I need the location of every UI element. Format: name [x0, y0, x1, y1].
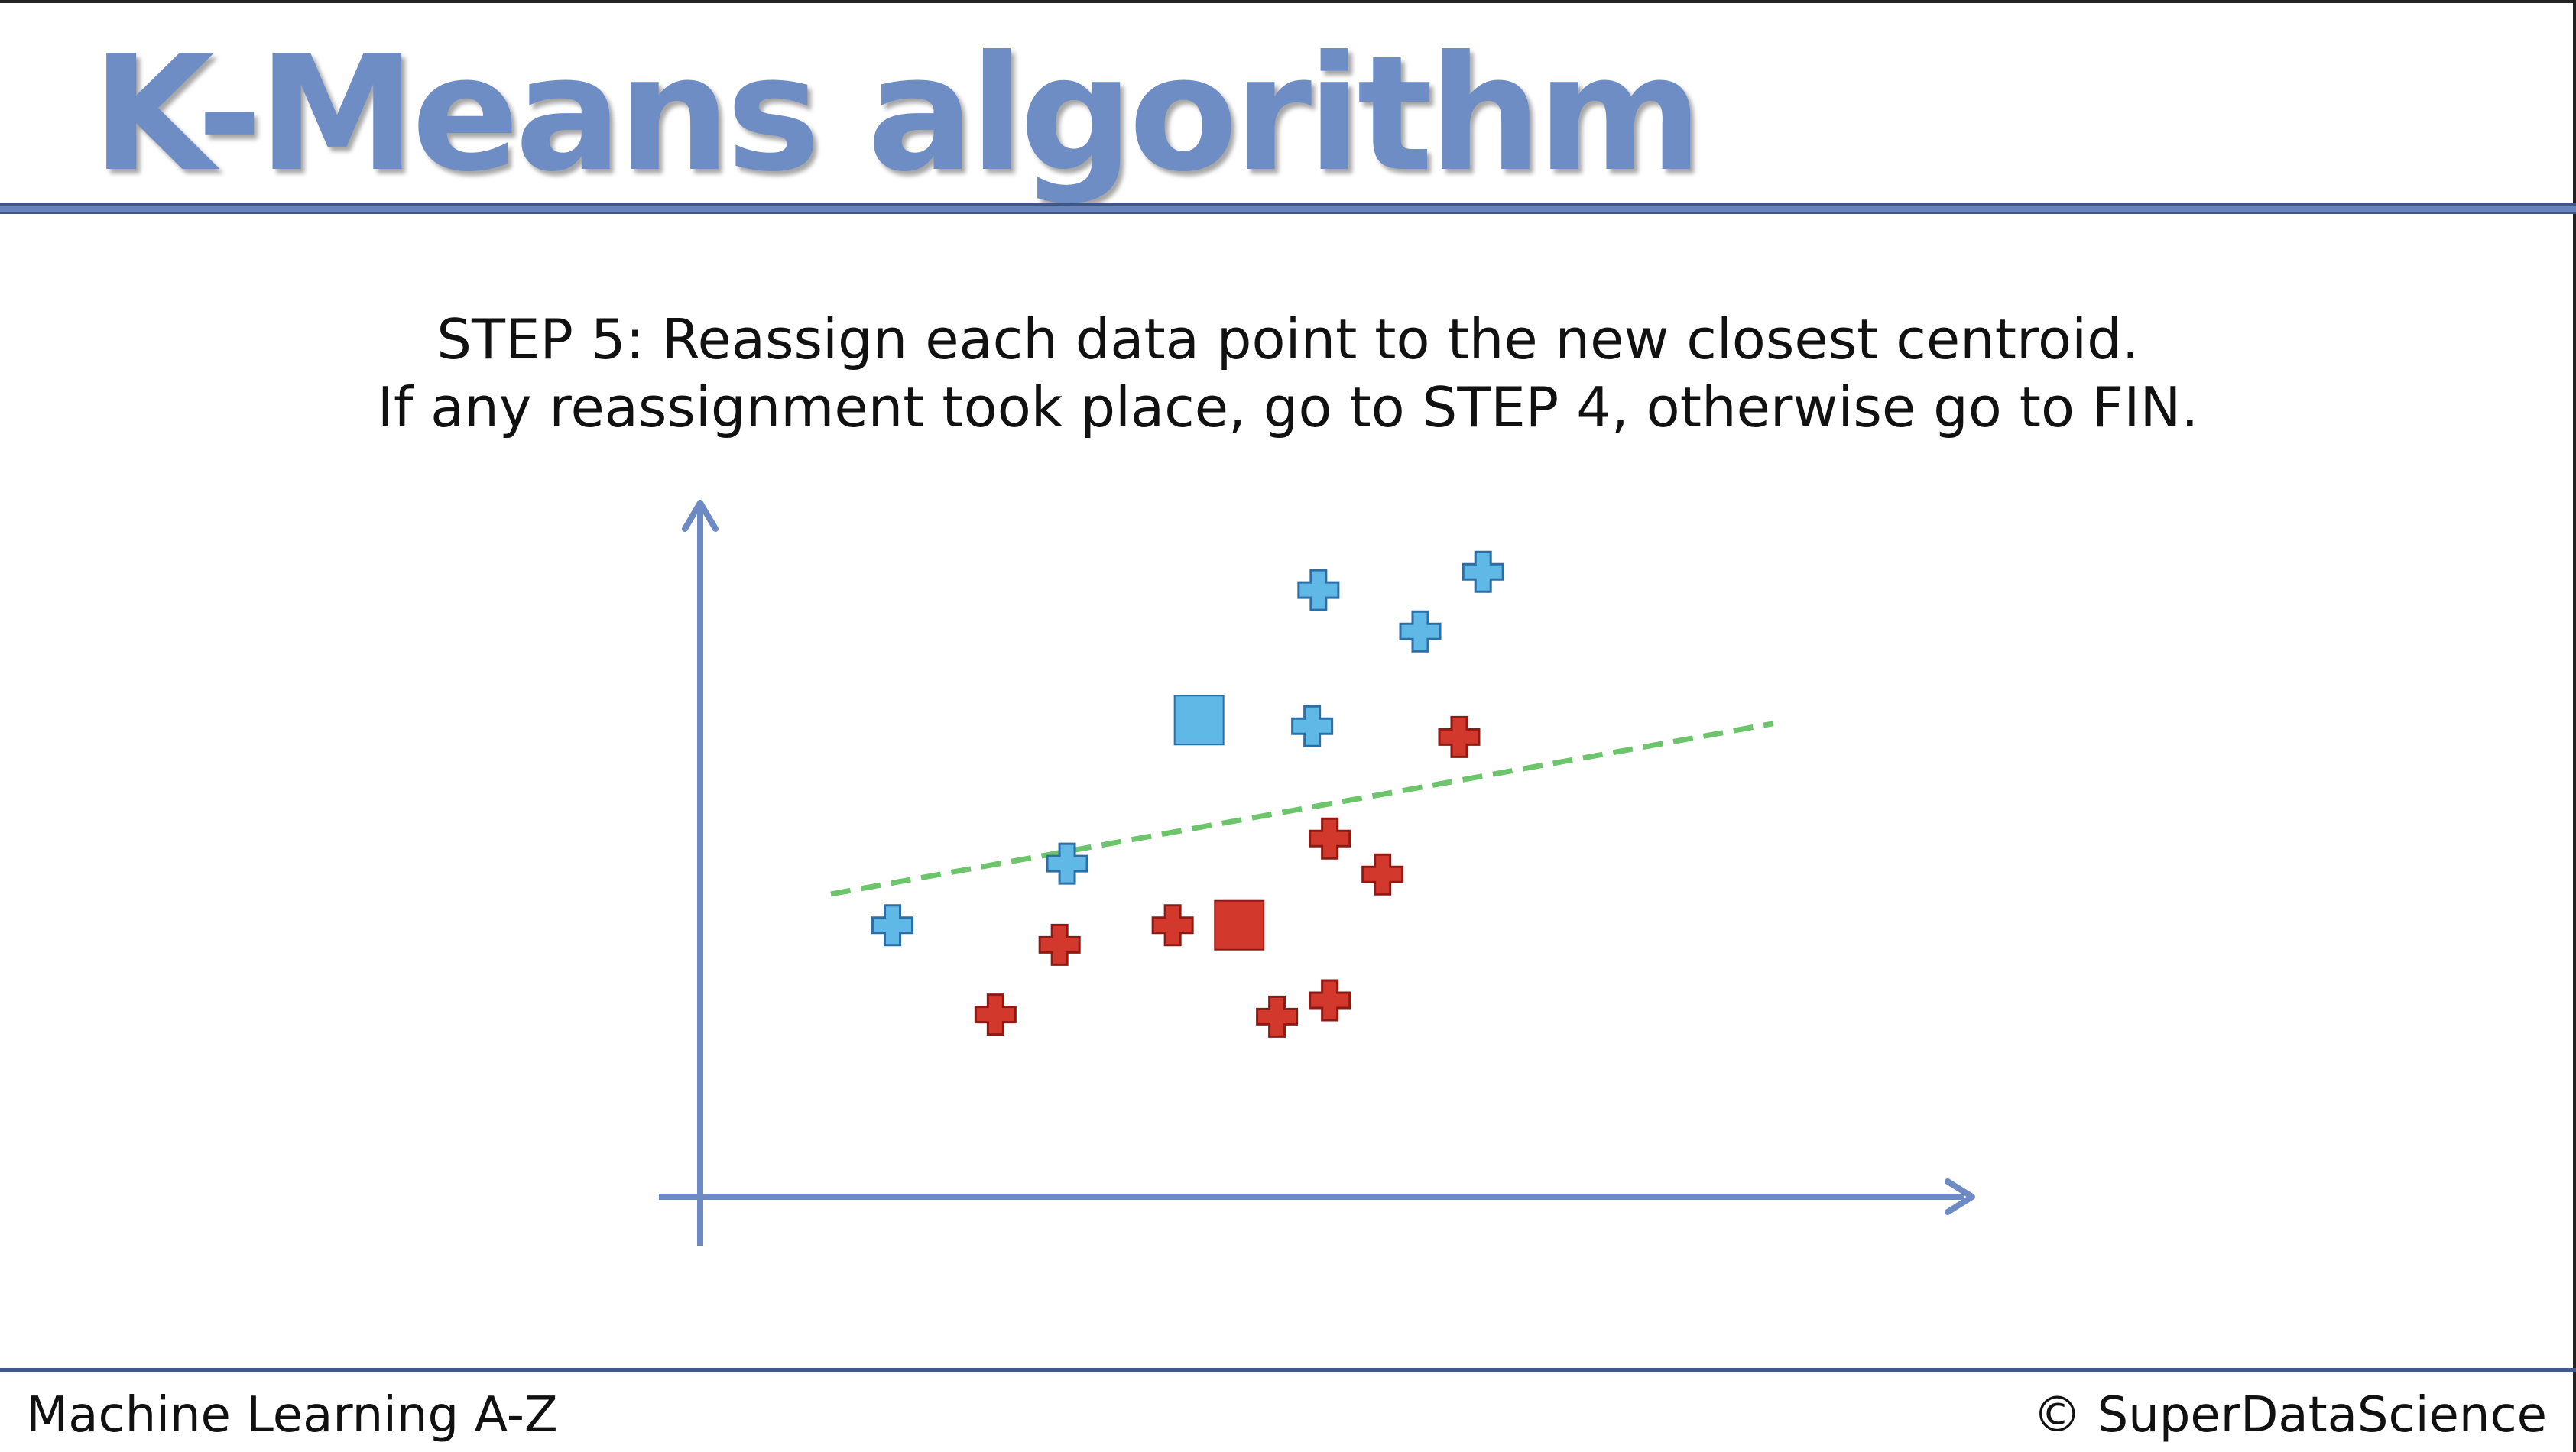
blue-point-4 [1297, 569, 1340, 611]
cluster-boundary-line [830, 721, 1774, 897]
footer-divider [0, 1368, 2576, 1372]
blue-point-1 [871, 904, 914, 947]
red-point-8 [1438, 715, 1481, 758]
course-name: Machine Learning A-Z [26, 1387, 558, 1444]
title-divider [0, 203, 2576, 214]
blue-point-6 [1462, 550, 1504, 593]
copyright-notice: © SuperDataScience [2033, 1387, 2547, 1444]
red-centroid [1214, 899, 1265, 951]
red-point-7 [1361, 853, 1404, 896]
step-line-2: If any reassignment took place, go to ST… [377, 375, 2199, 439]
red-point-2 [1038, 923, 1081, 966]
blue-point-3 [1291, 705, 1334, 747]
slide-title: K-Means algorithm [92, 22, 1703, 207]
step-line-1-text: : Reassign each data point to the new cl… [625, 307, 2140, 371]
red-point-5 [1309, 817, 1351, 860]
blue-point-2 [1046, 842, 1088, 885]
y-axis-arrowhead [682, 500, 719, 532]
red-point-1 [974, 993, 1017, 1036]
red-point-6 [1309, 979, 1351, 1022]
step-line-1: STEP 5: Reassign each data point to the … [0, 306, 2576, 374]
step-instructions: STEP 5: Reassign each data point to the … [0, 306, 2576, 442]
step-label: STEP 5 [436, 307, 626, 371]
blue-centroid [1173, 695, 1225, 746]
red-point-4 [1256, 995, 1299, 1038]
x-axis-arrowhead [1945, 1178, 1975, 1215]
blue-point-5 [1399, 610, 1442, 653]
red-point-3 [1151, 904, 1194, 947]
